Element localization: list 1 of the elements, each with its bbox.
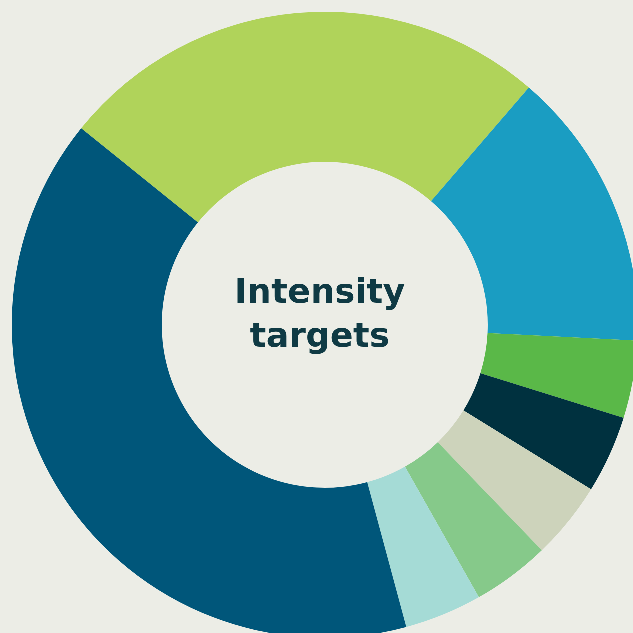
text: Intensity targets — [234, 271, 406, 358]
